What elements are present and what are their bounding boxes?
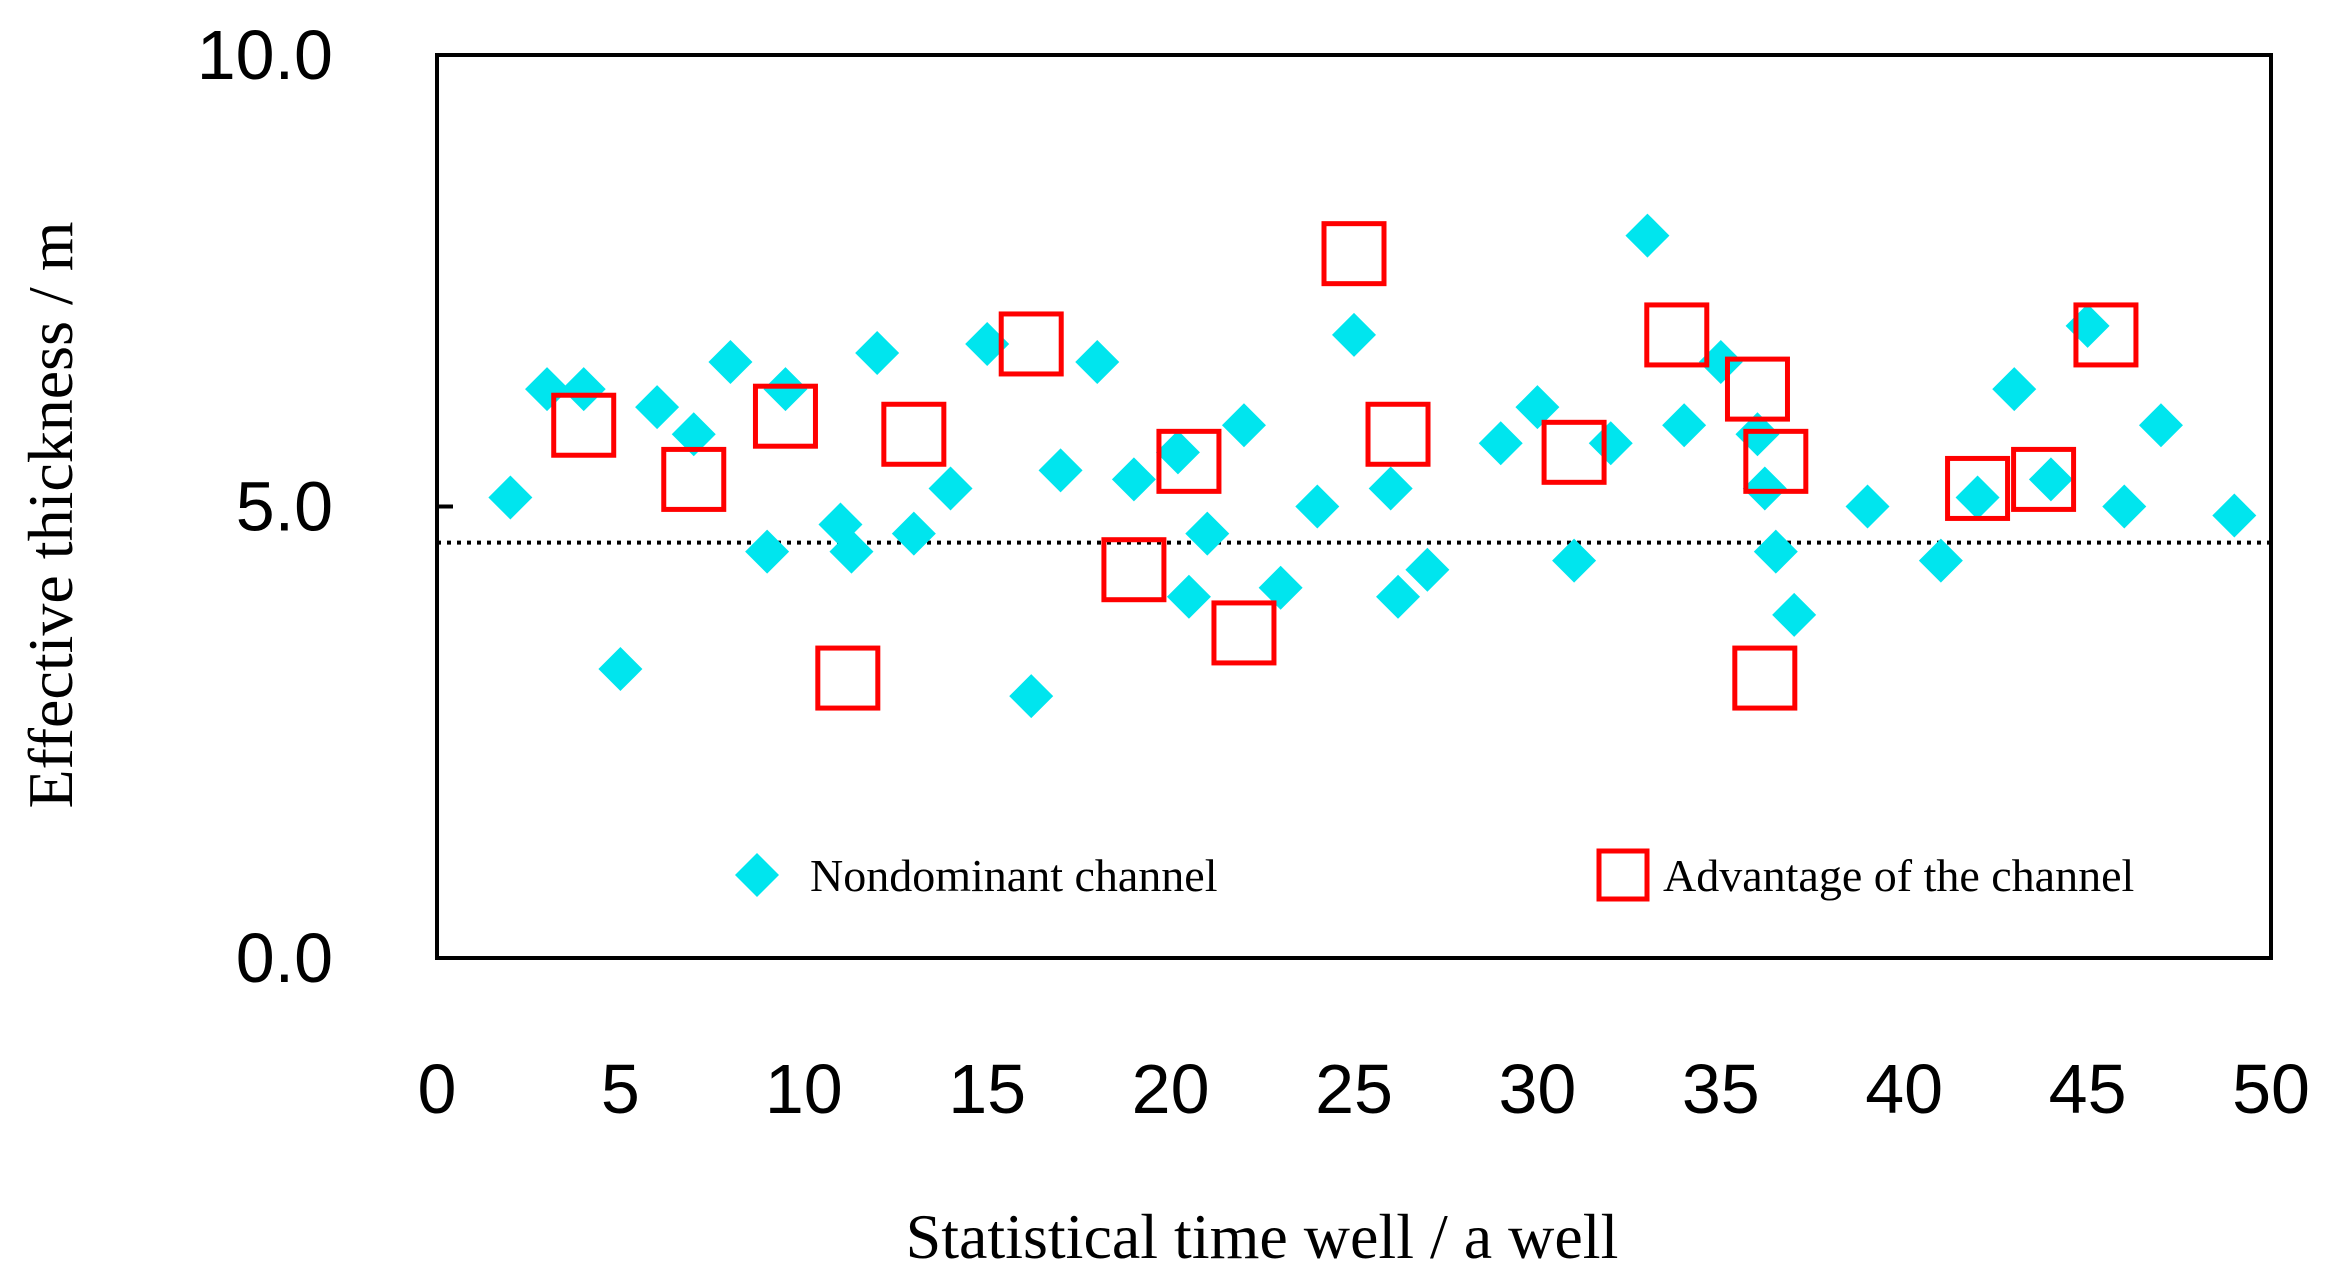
nondominant-channel-point — [763, 367, 808, 412]
advantage-channel-point — [1743, 428, 1809, 494]
advantage-channel-point — [1541, 419, 1607, 485]
advantage-channel-point — [1156, 428, 1222, 494]
x-tick-label: 20 — [1132, 1050, 1210, 1128]
nondominant-channel-point — [1405, 547, 1450, 592]
nondominant-channel-point — [1588, 421, 1633, 466]
nondominant-channel-point — [1515, 385, 1560, 430]
advantage-channel-point — [1101, 537, 1167, 603]
x-tick-label: 40 — [1865, 1050, 1943, 1128]
y-tick-label: 10.0 — [197, 16, 333, 94]
nondominant-channel-point — [1221, 403, 1266, 448]
legend-diamond-marker — [735, 853, 779, 897]
nondominant-channel-point — [1845, 484, 1890, 529]
advantage-channel-point — [752, 383, 818, 449]
nondominant-channel-point — [1625, 213, 1670, 258]
nondominant-channel-point — [1185, 511, 1230, 556]
advantage-channel-point — [661, 446, 727, 512]
nondominant-channel-point — [708, 340, 753, 385]
nondominant-channel-point — [525, 367, 570, 412]
nondominant-channel-point — [1111, 457, 1156, 502]
advantage-channel-point — [551, 392, 617, 458]
nondominant-channel-point — [1332, 312, 1376, 357]
advantage-channel-point — [1211, 600, 1277, 666]
x-tick-label: 0 — [418, 1050, 457, 1128]
advantage-channel-point — [1644, 302, 1710, 368]
nondominant-channel-point — [1038, 448, 1083, 493]
advantage-channel-point — [2073, 302, 2139, 368]
nondominant-channel-point — [1295, 484, 1340, 529]
advantage-channel-point — [1724, 356, 1790, 422]
nondominant-channel-point — [1155, 430, 1200, 475]
advantage-channel-point — [1365, 401, 1431, 467]
nondominant-channel-point — [635, 385, 680, 430]
y-tick-label: 5.0 — [236, 468, 333, 546]
x-tick-label: 15 — [948, 1050, 1026, 1128]
nondominant-channel-point — [1376, 574, 1421, 619]
nondominant-channel-point — [1698, 340, 1743, 385]
advantage-channel-point — [815, 645, 881, 711]
nondominant-channel-point — [965, 321, 1010, 366]
nondominant-channel-point — [2065, 303, 2110, 348]
nondominant-channel-point — [1009, 674, 1054, 719]
advantage-channel-point — [881, 401, 947, 467]
nondominant-channel-point — [488, 475, 533, 520]
nondominant-channel-point — [1478, 421, 1523, 466]
legend-label-advantage: Advantage of the channel — [1663, 850, 2134, 901]
nondominant-channel-point — [1992, 367, 2037, 412]
nondominant-channel-point — [1075, 340, 1120, 385]
nondominant-channel-point — [1753, 529, 1798, 574]
nondominant-channel-point — [928, 466, 973, 511]
advantage-channel-point — [1321, 221, 1387, 287]
nondominant-channel-point — [671, 412, 716, 457]
x-tick-label: 50 — [2232, 1050, 2310, 1128]
x-tick-label: 25 — [1315, 1050, 1393, 1128]
nondominant-channel-point — [829, 529, 874, 574]
x-tick-label: 30 — [1498, 1050, 1576, 1128]
nondominant-channel-point — [2138, 403, 2183, 448]
nondominant-channel-point — [2212, 493, 2257, 538]
plot-area-frame — [435, 53, 2273, 960]
nondominant-channel-point — [2028, 457, 2073, 502]
advantage-channel-point — [1945, 455, 2011, 521]
nondominant-channel-point — [561, 367, 606, 412]
nondominant-channel-point — [1368, 466, 1413, 511]
nondominant-channel-point — [855, 330, 900, 375]
y-tick-label: 0.0 — [236, 919, 333, 997]
x-tick-label: 35 — [1682, 1050, 1760, 1128]
advantage-channel-point — [2011, 446, 2077, 512]
nondominant-channel-point — [598, 647, 643, 692]
nondominant-channel-point — [1772, 592, 1817, 637]
nondominant-channel-point — [1955, 475, 2000, 520]
x-tick-label: 10 — [765, 1050, 843, 1128]
advantage-channel-point — [1732, 645, 1798, 711]
nondominant-channel-point — [1662, 403, 1707, 448]
nondominant-channel-point — [891, 511, 936, 556]
nondominant-channel-point — [1258, 565, 1303, 610]
advantage-channel-point — [998, 311, 1064, 377]
x-axis-title: Statistical time well / a well — [906, 1201, 1619, 1272]
nondominant-channel-point — [1552, 538, 1597, 583]
nondominant-channel-point — [1918, 538, 1963, 583]
x-tick-label: 5 — [601, 1050, 640, 1128]
nondominant-channel-point — [2102, 484, 2147, 529]
nondominant-channel-point — [1742, 466, 1787, 511]
y-axis-title: Effective thickness / m — [15, 221, 86, 808]
legend-square-marker — [1596, 848, 1650, 902]
nondominant-channel-point — [1166, 574, 1211, 619]
x-tick-label: 45 — [2049, 1050, 2127, 1128]
nondominant-channel-point — [745, 529, 790, 574]
legend-label-nondominant: Nondominant channel — [810, 850, 1218, 901]
